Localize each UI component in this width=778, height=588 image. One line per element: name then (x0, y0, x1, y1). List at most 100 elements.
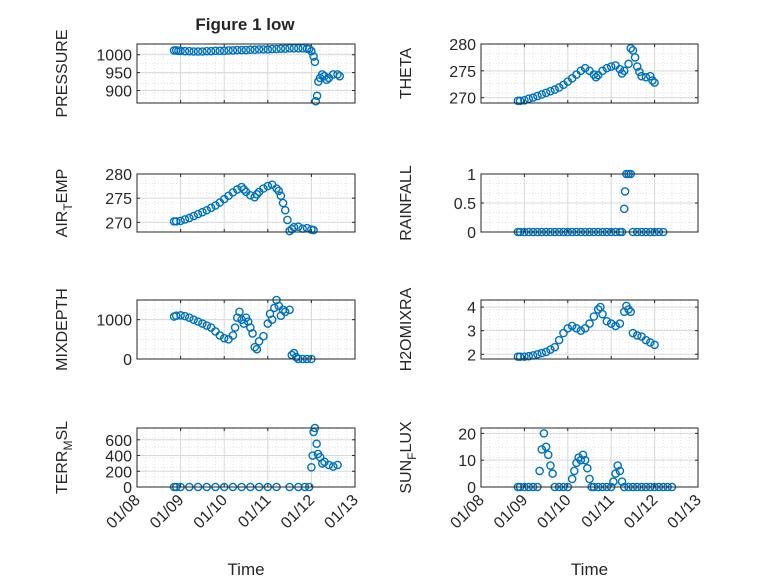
data-point (202, 46, 212, 56)
data-point (328, 462, 338, 471)
data-point (641, 72, 651, 82)
y-tick-label: 1000 (96, 313, 132, 330)
data-point (307, 46, 316, 56)
data-point (206, 203, 216, 213)
data-point (615, 64, 625, 74)
data-point (289, 222, 299, 232)
data-point (285, 305, 294, 315)
series-0 (169, 43, 345, 106)
y-tick-label: 400 (105, 449, 132, 466)
data-point (198, 319, 207, 328)
figure-title: Figure 1 low (195, 15, 295, 34)
data-point (539, 429, 549, 438)
data-point (541, 88, 551, 98)
data-point (185, 46, 194, 56)
ylabel-rest: EMP (54, 169, 71, 204)
data-point (515, 352, 525, 361)
data-point (189, 315, 198, 324)
data-point (615, 466, 625, 476)
axes-box (136, 43, 356, 104)
data-point (524, 351, 534, 361)
ylabel-7: SUNFLUX (398, 421, 419, 494)
axes-box (480, 299, 699, 360)
data-point (311, 96, 321, 106)
x-tick-label: 01/10 (191, 492, 231, 532)
data-point (278, 198, 288, 208)
data-point (185, 313, 194, 323)
ylabel-1: THETA (398, 48, 415, 100)
data-point (202, 205, 212, 215)
data-point (272, 184, 281, 193)
data-point (294, 43, 303, 53)
data-point (537, 445, 547, 454)
data-point (580, 324, 590, 333)
axes-box (480, 43, 699, 104)
data-point (193, 209, 203, 219)
y-tick-label: 0 (123, 352, 132, 369)
data-point (228, 331, 238, 340)
data-point (613, 461, 623, 470)
data-point (285, 43, 294, 53)
data-point (648, 76, 657, 85)
data-point (211, 46, 220, 56)
data-point (630, 53, 640, 62)
data-point (602, 316, 612, 326)
data-point (570, 466, 579, 476)
data-point (270, 303, 279, 313)
y-tick-label: 600 (105, 433, 132, 450)
data-point (541, 347, 551, 357)
data-point (193, 47, 203, 56)
data-point (237, 45, 246, 55)
data-point (280, 44, 290, 53)
data-point (533, 91, 542, 101)
data-point (259, 331, 268, 341)
data-point (235, 307, 244, 317)
y-tick-label: 10 (458, 453, 476, 470)
series-0 (169, 423, 342, 492)
data-point (219, 333, 229, 343)
data-point (559, 328, 568, 338)
data-point (567, 474, 577, 484)
ylabel-6: TERRMSL (54, 421, 75, 494)
x-tick-label: 01/13 (321, 492, 361, 532)
data-point (289, 43, 299, 53)
y-tick-label: 0 (123, 480, 132, 497)
data-point (580, 63, 590, 73)
data-point (250, 342, 260, 352)
data-point (650, 340, 659, 350)
data-point (294, 222, 303, 231)
data-point (254, 336, 264, 346)
y-tick-label: 950 (105, 66, 132, 83)
x-tick-label: 01/10 (534, 492, 574, 532)
data-point (624, 59, 633, 69)
data-point (274, 186, 284, 196)
data-point (263, 181, 273, 191)
data-point (635, 67, 644, 77)
ylabel-5: H2OMIXRA (398, 287, 415, 371)
data-point (198, 47, 207, 56)
axes-box (480, 427, 699, 488)
data-point (533, 349, 542, 359)
data-point (537, 348, 547, 358)
data-point (617, 477, 627, 486)
ylabel-4: MIXDEPTH (54, 288, 71, 371)
subplot-2: 280 275 270 AIRTEMP (54, 167, 356, 237)
series-0 (169, 180, 318, 236)
y-tick-label: 275 (449, 64, 476, 81)
data-point (576, 66, 586, 76)
data-point (228, 46, 238, 55)
data-point (520, 96, 529, 105)
y-tick-label: 1 (467, 167, 476, 184)
x-tick-label: 01/08 (447, 492, 487, 532)
data-point (333, 70, 342, 79)
data-point (626, 307, 636, 317)
data-point (624, 305, 633, 314)
ylabel-rest: LUX (398, 421, 415, 452)
data-point (198, 207, 207, 217)
ylabel-rest: SL (54, 421, 71, 441)
data-point (252, 189, 262, 199)
data-point (307, 463, 316, 472)
y-tick-label: 4 (467, 300, 476, 317)
